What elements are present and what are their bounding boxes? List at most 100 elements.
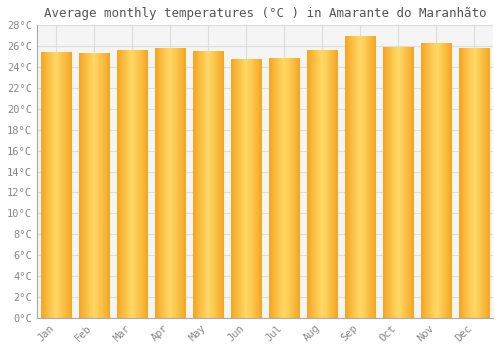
Bar xyxy=(176,48,178,318)
Bar xyxy=(374,36,375,318)
Bar xyxy=(282,58,284,318)
Bar xyxy=(274,58,276,318)
Bar xyxy=(476,48,478,318)
Bar xyxy=(252,59,254,318)
Bar xyxy=(310,50,312,318)
Bar xyxy=(324,50,326,318)
Bar xyxy=(208,51,210,318)
Bar xyxy=(489,48,490,318)
Bar xyxy=(118,50,119,318)
Bar xyxy=(216,51,218,318)
Bar xyxy=(212,51,214,318)
Bar xyxy=(90,54,92,318)
Bar xyxy=(326,50,328,318)
Bar xyxy=(392,47,394,318)
Bar xyxy=(362,36,364,318)
Bar xyxy=(254,59,256,318)
Bar xyxy=(142,50,143,318)
Bar xyxy=(396,47,398,318)
Bar xyxy=(444,43,445,318)
Bar xyxy=(476,48,477,318)
Bar xyxy=(130,50,132,318)
Bar xyxy=(197,51,198,318)
Bar xyxy=(85,54,86,318)
Bar xyxy=(334,50,336,318)
Bar xyxy=(128,50,130,318)
Bar xyxy=(423,43,424,318)
Bar xyxy=(157,48,158,318)
Bar xyxy=(404,47,405,318)
Bar xyxy=(60,52,62,318)
Bar xyxy=(86,54,88,318)
Bar xyxy=(404,47,406,318)
Bar xyxy=(366,36,368,318)
Bar xyxy=(292,58,294,318)
Bar xyxy=(307,50,308,318)
Bar xyxy=(308,50,310,318)
Bar xyxy=(482,48,484,318)
Bar xyxy=(238,59,240,318)
Bar xyxy=(444,43,446,318)
Bar xyxy=(486,48,487,318)
Bar xyxy=(345,36,346,318)
Bar xyxy=(290,58,292,318)
Bar xyxy=(50,52,51,318)
Bar xyxy=(332,50,333,318)
Bar xyxy=(320,50,322,318)
Bar xyxy=(474,48,476,318)
Bar xyxy=(406,47,408,318)
Bar xyxy=(174,48,176,318)
Bar xyxy=(450,43,451,318)
Bar xyxy=(337,50,338,318)
Bar xyxy=(484,48,485,318)
Bar xyxy=(89,54,90,318)
Bar xyxy=(108,54,109,318)
Bar xyxy=(448,43,449,318)
Bar xyxy=(195,51,196,318)
Bar xyxy=(92,54,94,318)
Bar xyxy=(260,59,262,318)
Bar xyxy=(199,51,200,318)
Bar xyxy=(292,58,293,318)
Bar xyxy=(269,58,270,318)
Bar xyxy=(460,48,462,318)
Bar xyxy=(372,36,373,318)
Bar xyxy=(42,52,43,318)
Bar xyxy=(94,54,96,318)
Bar xyxy=(358,36,360,318)
Bar xyxy=(388,47,390,318)
Title: Average monthly temperatures (°C ) in Amarante do Maranhãto: Average monthly temperatures (°C ) in Am… xyxy=(44,7,486,20)
Bar xyxy=(280,58,281,318)
Bar xyxy=(468,48,469,318)
Bar xyxy=(70,52,72,318)
Bar xyxy=(104,54,106,318)
Bar xyxy=(478,48,480,318)
Bar xyxy=(142,50,144,318)
Bar xyxy=(44,52,45,318)
Bar xyxy=(368,36,369,318)
Bar xyxy=(204,51,206,318)
Bar xyxy=(70,52,71,318)
Bar xyxy=(155,48,156,318)
Bar xyxy=(459,48,460,318)
Bar xyxy=(408,47,409,318)
Bar xyxy=(146,50,147,318)
Bar xyxy=(354,36,356,318)
Bar xyxy=(146,50,148,318)
Bar xyxy=(294,58,296,318)
Bar xyxy=(422,43,424,318)
Bar xyxy=(299,58,300,318)
Bar xyxy=(82,54,84,318)
Bar xyxy=(272,58,274,318)
Bar xyxy=(220,51,221,318)
Bar xyxy=(132,50,134,318)
Bar xyxy=(43,52,44,318)
Bar xyxy=(472,48,474,318)
Bar xyxy=(64,52,66,318)
Bar xyxy=(220,51,222,318)
Bar xyxy=(45,52,46,318)
Bar xyxy=(134,50,136,318)
Bar xyxy=(258,59,259,318)
Bar xyxy=(232,59,234,318)
Bar xyxy=(218,51,219,318)
